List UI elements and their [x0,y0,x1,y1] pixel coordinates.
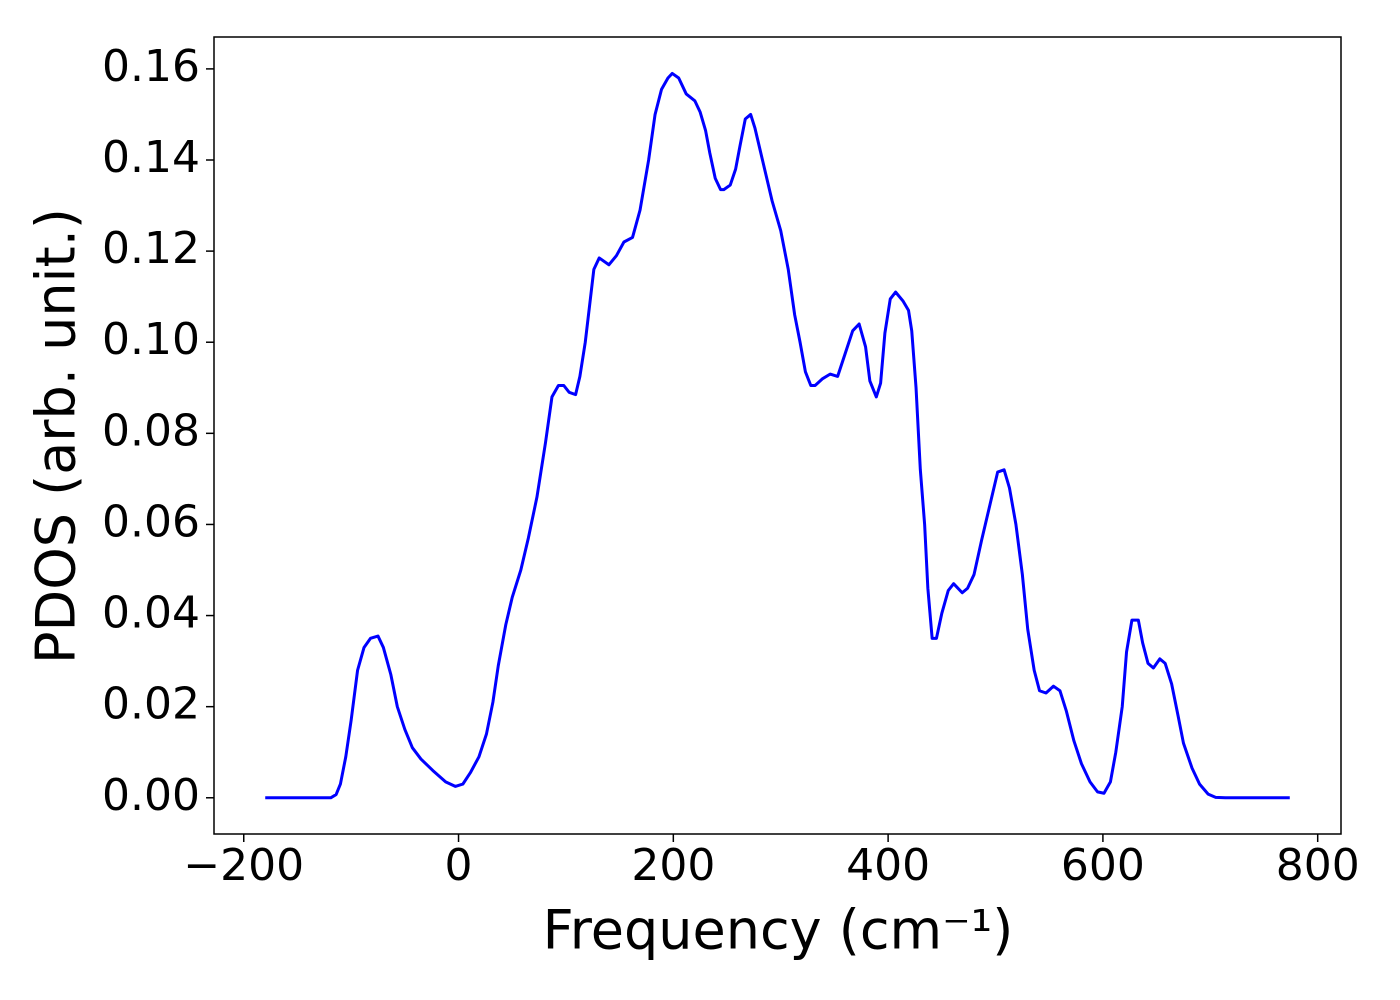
y-tick-label: 0.08 [102,405,200,456]
y-tick-label: 0.14 [102,132,200,183]
x-tick-label: −200 [183,840,304,891]
x-tick-label: 0 [445,840,473,891]
y-tick-label: 0.16 [102,41,200,92]
plot-frame [213,36,1342,835]
x-axis-label: Frequency (cm⁻¹) [543,899,1014,962]
x-tick-label: 800 [1276,840,1360,891]
x-tick-label: 400 [846,840,930,891]
y-tick-label: 0.12 [102,223,200,274]
x-tick-label: 200 [631,840,715,891]
y-tick-label: 0.06 [102,496,200,547]
x-tick-label: 600 [1061,840,1145,891]
data-line [265,71,1290,800]
y-axis-label: PDOS (arb. unit.) [25,208,88,664]
y-tick-label: 0.02 [102,679,200,730]
y-tick-label: 0.00 [102,770,200,821]
y-tick-label: 0.10 [102,314,200,365]
y-tick-label: 0.04 [102,588,200,639]
